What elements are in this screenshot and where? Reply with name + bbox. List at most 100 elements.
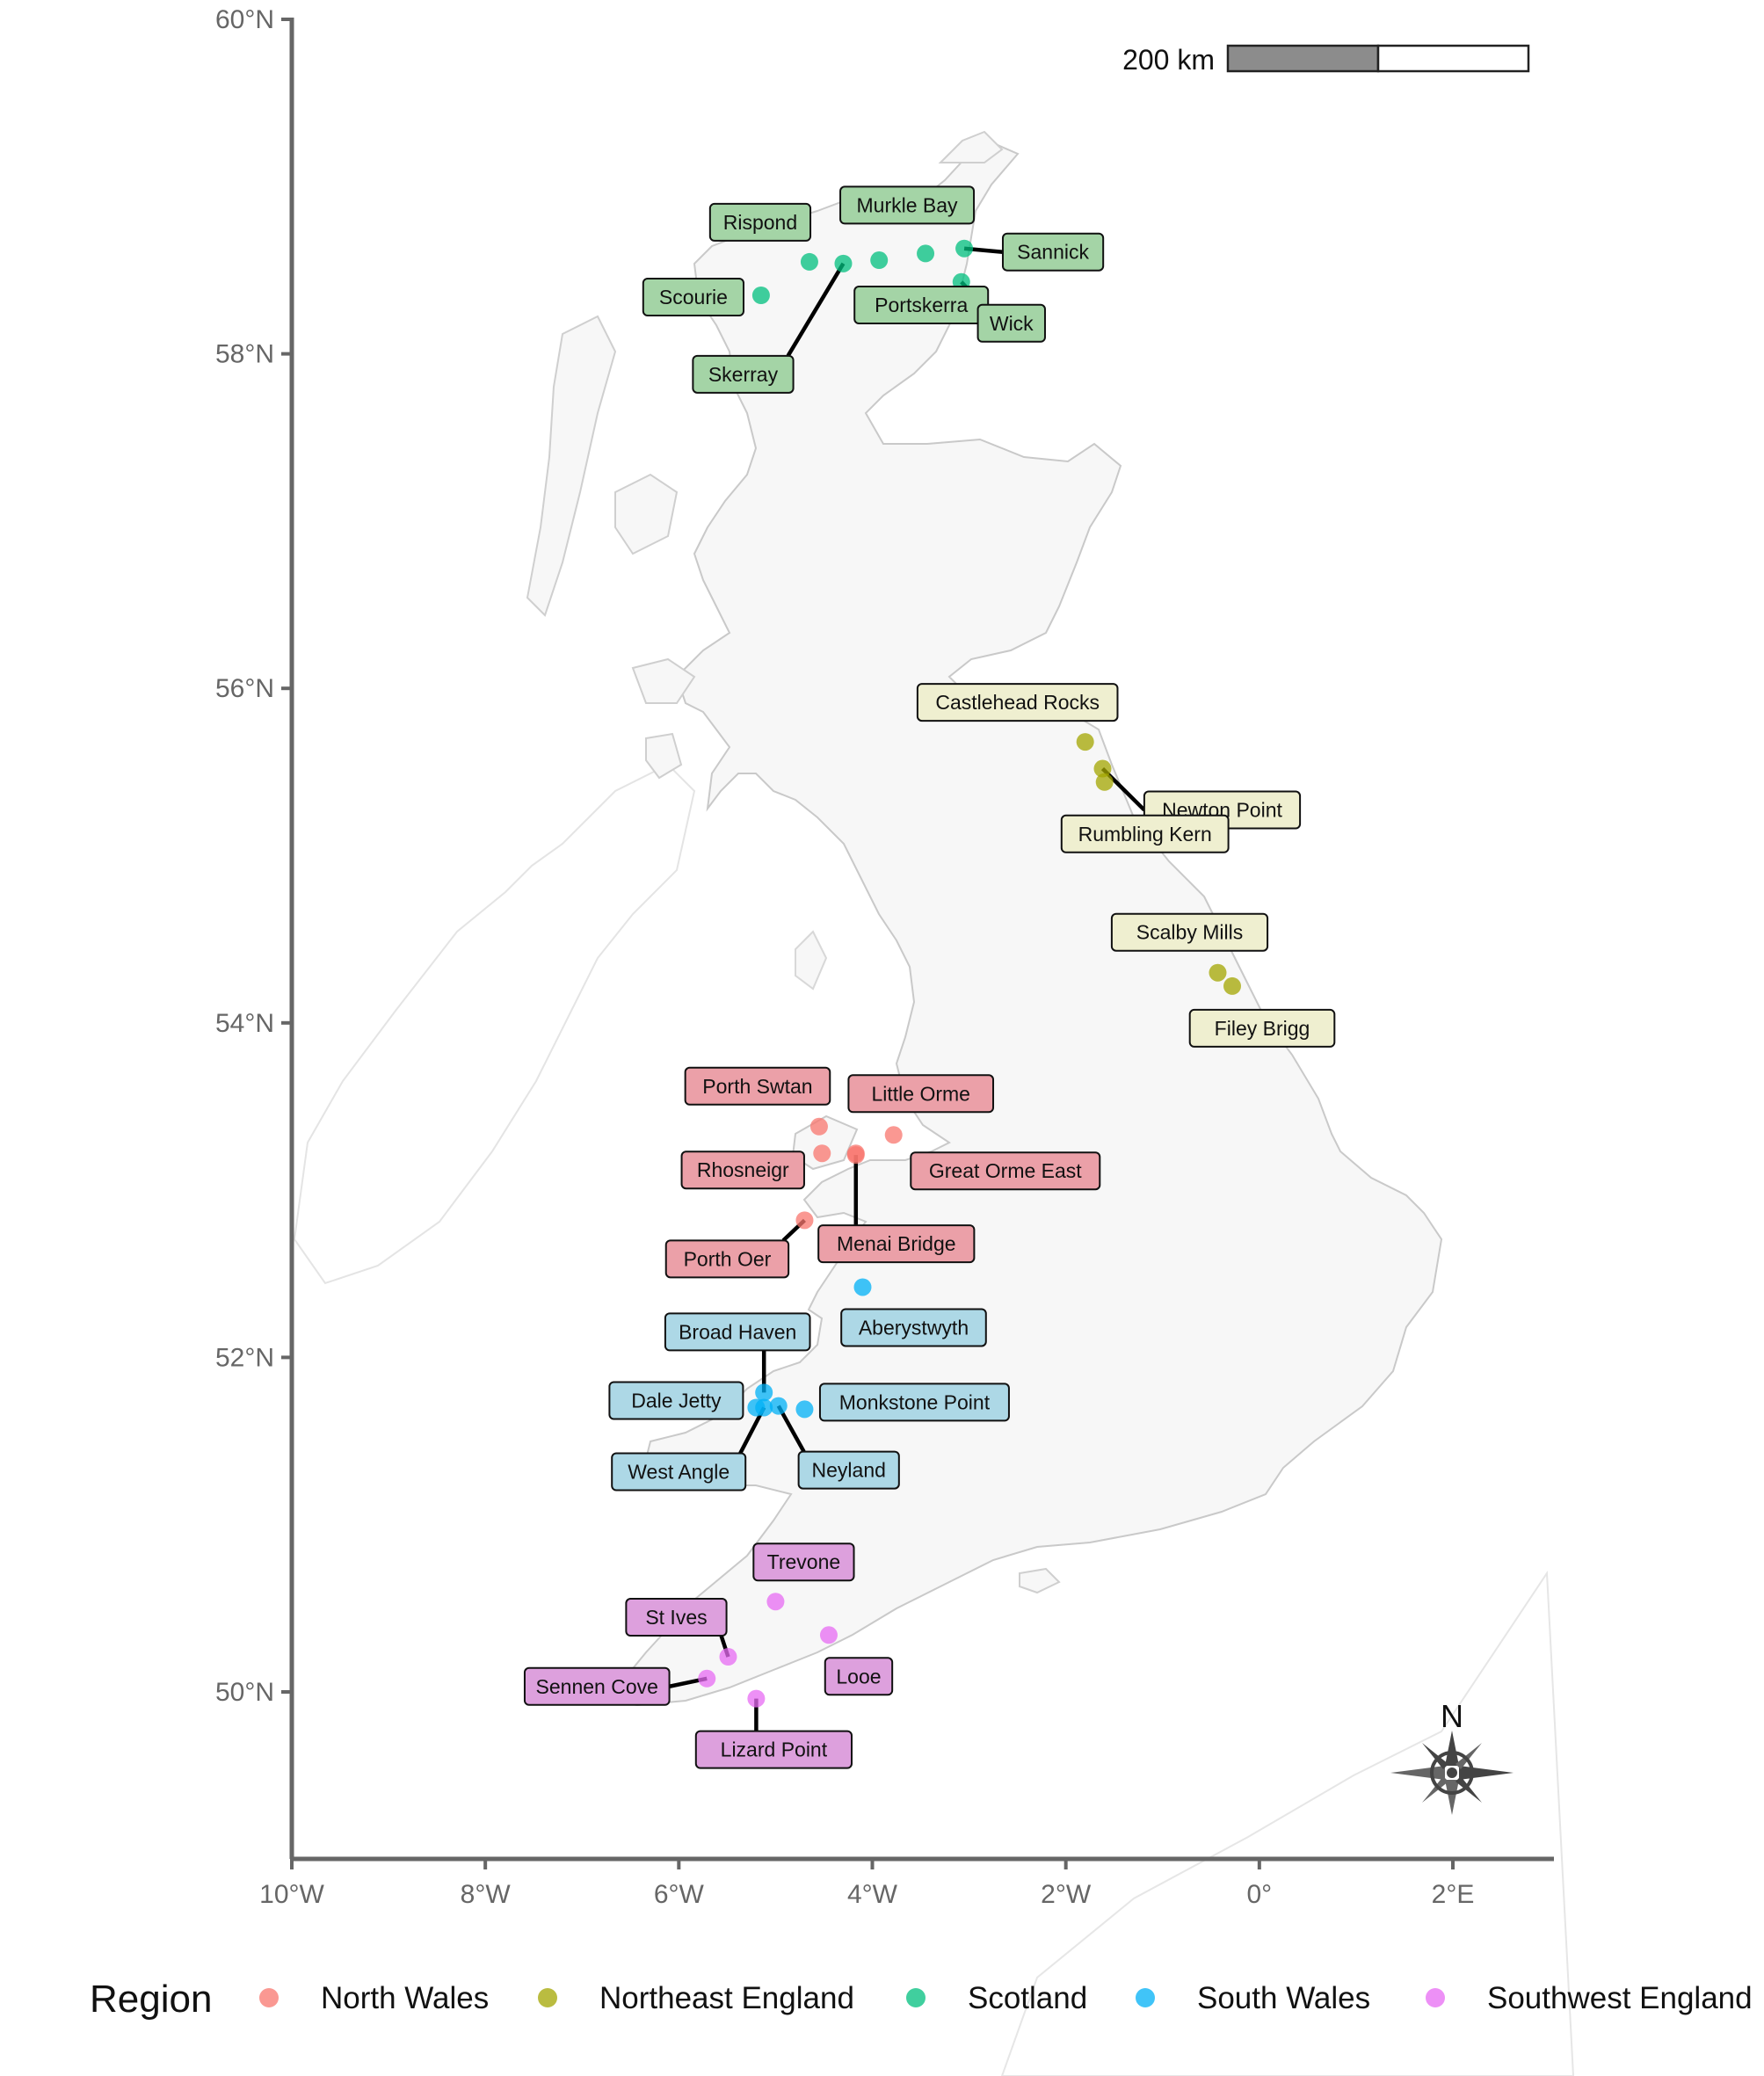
y-tick-label: 52°N — [215, 1343, 274, 1372]
site-label: West Angle — [611, 1452, 747, 1492]
site-point — [853, 1278, 872, 1296]
site-label-text: Menai Bridge — [837, 1232, 956, 1255]
site-label: Scourie — [642, 277, 745, 316]
site-label-text: Scalby Mills — [1136, 921, 1243, 944]
site-label-box — [797, 1450, 900, 1490]
site-label: Skerray — [692, 354, 795, 394]
site-label: Great Orme East — [910, 1151, 1101, 1191]
site-label-box — [684, 1066, 831, 1106]
site-label: Porth Swtan — [684, 1066, 831, 1106]
site-point — [1095, 773, 1114, 791]
site-label: Neyland — [797, 1450, 900, 1490]
site-label-box — [847, 1074, 995, 1114]
site-label-box — [818, 1383, 1010, 1422]
outer-hebrides — [526, 315, 617, 617]
site-label-box — [1001, 232, 1105, 272]
y-tick-label: 60°N — [215, 5, 274, 34]
scale-bar-label: 200 km — [1122, 44, 1215, 76]
scale-bar: 200 km — [1122, 44, 1530, 76]
site-point — [751, 286, 770, 304]
site-label-box — [708, 202, 812, 242]
site-label-text: Looe — [836, 1665, 881, 1688]
site-point — [698, 1669, 716, 1688]
site-label: Rumbling Kern — [1060, 814, 1230, 853]
site-label: Trevone — [752, 1542, 855, 1582]
site-label-text: Rumbling Kern — [1078, 823, 1212, 846]
site-label-box — [1188, 1008, 1336, 1048]
site-point — [1093, 759, 1112, 778]
site-label: Rispond — [708, 202, 812, 242]
site-label-box — [694, 1730, 853, 1769]
site-point — [809, 1117, 828, 1136]
site-label-box — [692, 354, 795, 394]
site-label-box — [608, 1381, 744, 1420]
scale-bar-light-segment — [1376, 44, 1530, 73]
site-label: Sannick — [1001, 232, 1105, 272]
north-arrow-icon: N — [1390, 1698, 1514, 1815]
site-label-box — [752, 1542, 855, 1582]
site-label: Castlehead Rocks — [916, 683, 1119, 722]
site-label: Aberystwyth — [840, 1308, 987, 1347]
site-label: Porth Oer — [664, 1239, 790, 1279]
site-label-text: Scourie — [659, 286, 728, 308]
site-label-text: Monkstone Point — [839, 1390, 991, 1413]
site-point — [1076, 733, 1094, 751]
site-label-text: Murkle Bay — [857, 193, 959, 216]
legend-swatch — [1426, 1988, 1445, 2007]
x-axis-ticks: 10°W 8°W 6°W 4°W 2°W 0° 2°E — [259, 1859, 1474, 1909]
isle-of-wight — [1019, 1567, 1061, 1594]
site-label-text: Lizard Point — [721, 1738, 828, 1761]
site-label-box — [523, 1666, 671, 1706]
site-label: Lizard Point — [694, 1730, 853, 1769]
site-label-text: Porth Oer — [684, 1247, 772, 1270]
leader-line — [786, 262, 846, 357]
isle-of-man — [795, 930, 828, 991]
legend-item: Scotland — [906, 1981, 1087, 2015]
site-label-text: Wick — [990, 312, 1034, 335]
site-label-text: West Angle — [628, 1460, 730, 1483]
islay — [645, 732, 683, 780]
y-axis-ticks: 60°N 58°N 56°N 54°N 52°N 50°N — [215, 5, 292, 1707]
x-tick-label: 8°W — [461, 1880, 512, 1909]
x-tick-label: 0° — [1246, 1880, 1272, 1909]
site-label-text: Sannick — [1017, 241, 1089, 264]
site-label-text: Filey Brigg — [1215, 1017, 1310, 1040]
legend-swatch — [1136, 1988, 1155, 2007]
site-label-text: St Ives — [645, 1606, 707, 1629]
site-label-box — [817, 1224, 976, 1264]
site-point — [870, 251, 889, 270]
site-label: Looe — [824, 1657, 894, 1696]
site-label-box — [976, 303, 1046, 343]
site-label-text: Skerray — [708, 363, 779, 386]
site-label-text: Aberystwyth — [859, 1316, 969, 1339]
site-point — [1223, 976, 1242, 995]
site-point — [819, 1626, 838, 1644]
site-label-box — [916, 683, 1119, 722]
legend-swatch — [259, 1988, 279, 2007]
site-label: Wick — [976, 303, 1046, 343]
site-label: Monkstone Point — [818, 1383, 1010, 1422]
y-tick-label: 54°N — [215, 1009, 274, 1038]
site-label: Rhosneigr — [680, 1151, 805, 1190]
site-point — [769, 1397, 788, 1415]
site-point — [1209, 963, 1227, 982]
site-label-box — [625, 1598, 728, 1637]
ireland-coastline — [293, 763, 696, 1285]
site-label: Little Orme — [847, 1074, 995, 1114]
site-label-text: Broad Haven — [679, 1320, 796, 1343]
site-label-text: Trevone — [767, 1550, 841, 1573]
site-label-text: Dale Jetty — [631, 1389, 722, 1412]
site-point — [795, 1400, 814, 1419]
legend-items: North Wales Northeast England Scotland Sout… — [259, 1981, 1753, 2015]
isle-of-skye — [614, 473, 679, 555]
x-tick-label: 2°E — [1432, 1880, 1475, 1909]
legend-label: Southwest England — [1487, 1981, 1753, 2015]
great-britain-coastline — [605, 143, 1443, 1707]
legend-swatch — [538, 1988, 557, 2007]
y-tick-label: 58°N — [215, 340, 274, 369]
site-label-text: Neyland — [812, 1459, 886, 1482]
site-label-box — [664, 1239, 790, 1279]
site-label-text: Rispond — [723, 211, 797, 234]
